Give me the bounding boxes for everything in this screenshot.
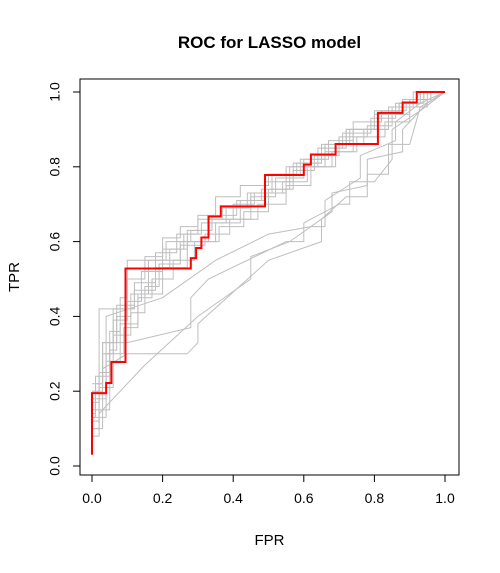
x-tick-label-1: 0.2 bbox=[153, 490, 173, 506]
x-axis: 0.0 0.2 0.4 0.6 0.8 1.0 bbox=[82, 474, 455, 506]
y-tick-label-2: 0.4 bbox=[47, 306, 63, 326]
y-tick-label-4: 0.8 bbox=[47, 157, 63, 177]
background-roc-curve-11 bbox=[92, 91, 446, 430]
main-roc-curve bbox=[91, 91, 445, 455]
background-roc-curve-10 bbox=[92, 91, 446, 411]
background-roc-curve-9 bbox=[92, 91, 445, 392]
y-tick-label-0: 0.0 bbox=[47, 456, 63, 476]
x-tick-label-4: 0.8 bbox=[365, 490, 385, 506]
y-axis: 0.0 0.2 0.4 0.6 0.8 1.0 bbox=[47, 82, 81, 476]
y-tick-label-5: 1.0 bbox=[47, 82, 63, 102]
x-tick-label-3: 0.6 bbox=[294, 490, 314, 506]
x-axis-label: FPR bbox=[255, 532, 285, 549]
background-roc-curve-8 bbox=[92, 91, 445, 400]
main-roc-curve-group bbox=[91, 91, 445, 455]
chart-title: ROC for LASSO model bbox=[178, 33, 361, 52]
background-roc-curves bbox=[92, 91, 446, 437]
y-tick-label-3: 0.6 bbox=[47, 232, 63, 252]
x-tick-label-0: 0.0 bbox=[82, 490, 102, 506]
y-axis-label: TPR bbox=[6, 262, 23, 292]
background-roc-curve-12 bbox=[92, 91, 446, 437]
y-tick-label-1: 0.2 bbox=[47, 381, 63, 401]
x-tick-label-2: 0.4 bbox=[223, 490, 243, 506]
background-roc-curve-4 bbox=[92, 91, 445, 430]
x-tick-label-5: 1.0 bbox=[435, 490, 455, 506]
